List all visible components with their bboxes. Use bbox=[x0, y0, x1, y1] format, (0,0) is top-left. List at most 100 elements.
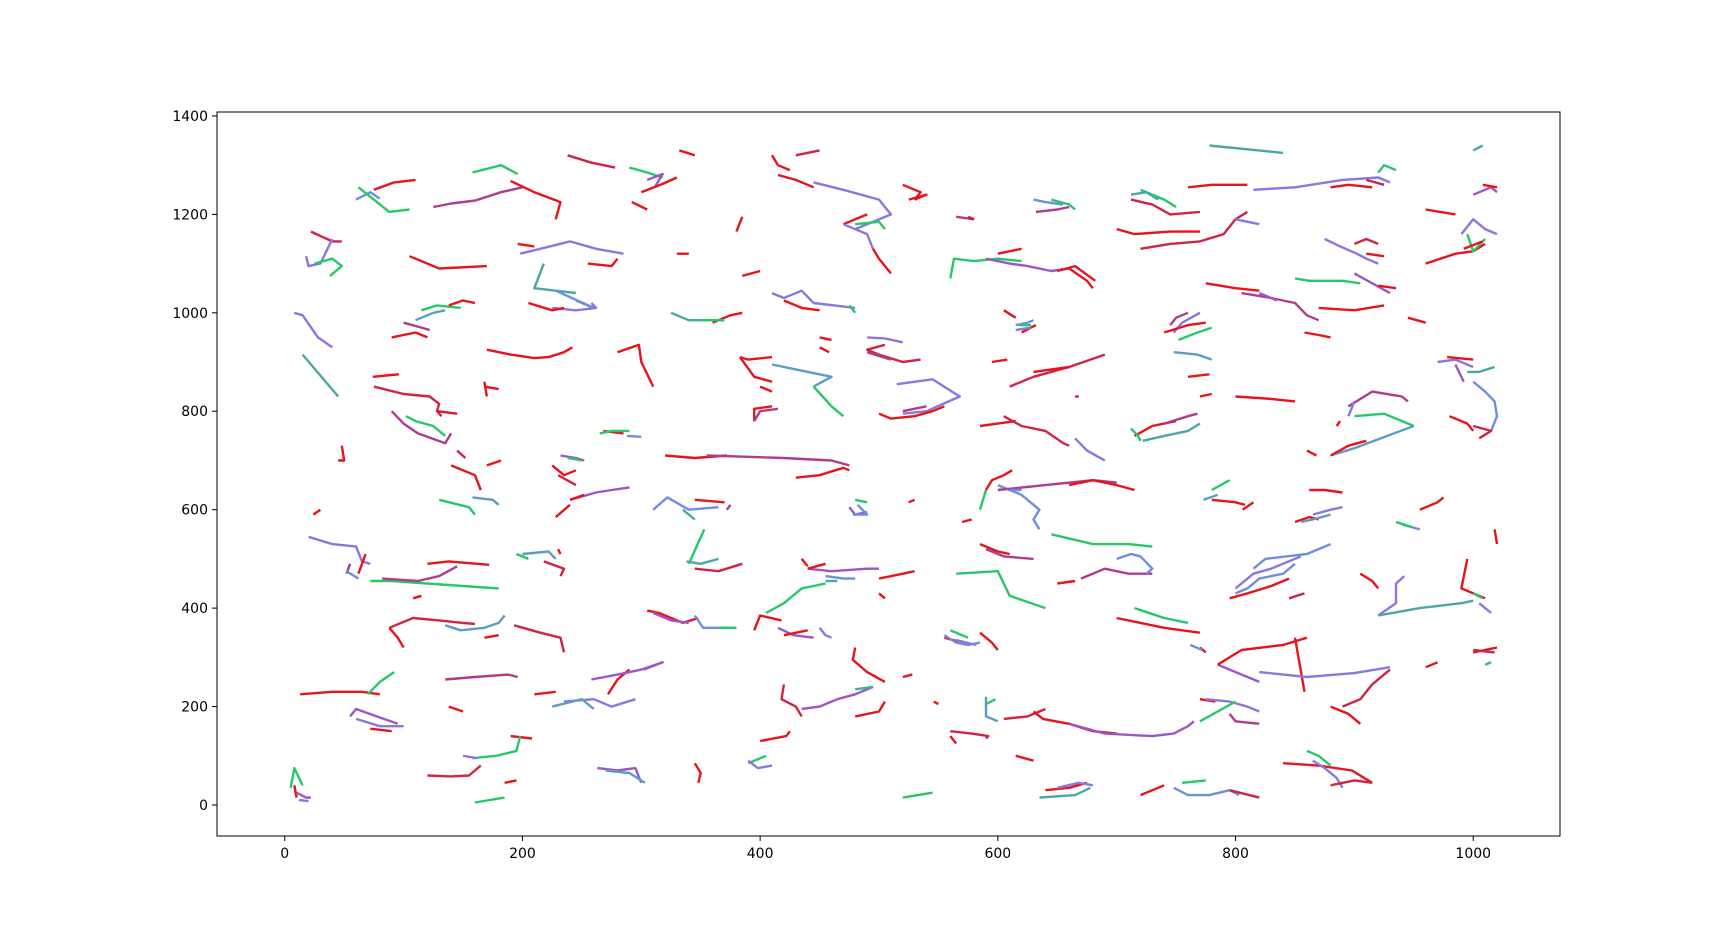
series-line bbox=[878, 405, 945, 420]
series-line bbox=[445, 673, 518, 681]
series-line bbox=[1324, 237, 1379, 265]
series-line bbox=[1472, 144, 1484, 152]
series-line bbox=[599, 429, 630, 435]
series-line bbox=[741, 269, 761, 278]
series-line bbox=[510, 734, 533, 740]
x-tick-label: 600 bbox=[984, 846, 1011, 862]
series-line bbox=[1209, 144, 1284, 155]
series-line bbox=[438, 498, 476, 516]
series-line bbox=[1241, 291, 1320, 322]
series-line bbox=[472, 496, 500, 506]
series-line bbox=[902, 183, 922, 201]
series-line bbox=[484, 634, 499, 639]
series-line bbox=[587, 257, 619, 268]
series-line bbox=[474, 796, 505, 804]
series-line bbox=[1211, 498, 1246, 506]
series-line bbox=[902, 673, 913, 679]
y-tick-label: 1000 bbox=[172, 306, 208, 322]
series-line bbox=[842, 213, 868, 226]
series-line bbox=[812, 385, 845, 418]
series-line bbox=[795, 149, 820, 157]
series-line bbox=[301, 353, 340, 398]
series-line bbox=[902, 405, 927, 413]
series-line bbox=[388, 616, 476, 629]
series-line bbox=[1258, 291, 1278, 302]
series-line bbox=[1354, 412, 1415, 428]
series-line bbox=[522, 550, 557, 560]
series-line bbox=[985, 547, 1034, 561]
series-line bbox=[1199, 392, 1213, 398]
series-line bbox=[866, 351, 892, 361]
series-line bbox=[979, 631, 999, 651]
series-line bbox=[678, 149, 696, 157]
series-line bbox=[747, 759, 773, 770]
series-line bbox=[312, 508, 322, 516]
series-line bbox=[1482, 183, 1498, 189]
series-line bbox=[848, 304, 857, 314]
y-tick-label: 0 bbox=[199, 798, 208, 814]
series-line bbox=[1425, 208, 1456, 216]
series-line bbox=[686, 557, 719, 565]
series-line bbox=[448, 299, 476, 307]
series-line bbox=[357, 186, 410, 214]
series-line bbox=[1051, 533, 1153, 548]
series-line bbox=[1217, 663, 1260, 684]
series-line bbox=[557, 474, 577, 487]
series-line bbox=[753, 407, 779, 422]
series-line bbox=[1252, 542, 1332, 570]
series-line bbox=[1366, 252, 1385, 258]
series-line bbox=[807, 567, 879, 573]
series-line bbox=[519, 240, 624, 255]
series-line bbox=[293, 311, 333, 349]
series-line bbox=[771, 289, 856, 310]
series-line bbox=[1178, 326, 1213, 342]
series-line bbox=[949, 257, 1022, 279]
series-line bbox=[819, 346, 830, 354]
series-line bbox=[427, 764, 482, 778]
series-line bbox=[1189, 643, 1203, 652]
series-line bbox=[777, 173, 815, 189]
series-line bbox=[472, 163, 519, 176]
series-line bbox=[1203, 493, 1219, 501]
series-line bbox=[1293, 637, 1306, 693]
series-line bbox=[1318, 304, 1385, 312]
series-line bbox=[871, 248, 892, 275]
series-line bbox=[1342, 668, 1391, 708]
series-line bbox=[1365, 178, 1385, 186]
series-line bbox=[800, 558, 809, 568]
series-line bbox=[483, 381, 488, 397]
series-line bbox=[373, 178, 416, 191]
y-tick-label: 200 bbox=[181, 700, 208, 716]
series-line bbox=[780, 684, 803, 718]
series-line bbox=[510, 179, 562, 220]
series-line bbox=[370, 579, 499, 590]
series-line bbox=[605, 769, 646, 784]
series-line bbox=[1068, 479, 1135, 492]
series-line bbox=[1449, 415, 1475, 432]
series-line bbox=[1181, 779, 1206, 784]
series-line bbox=[851, 647, 886, 683]
series-line bbox=[1050, 198, 1076, 211]
series-line bbox=[825, 574, 856, 580]
series-line bbox=[617, 343, 655, 388]
series-line bbox=[1330, 705, 1362, 725]
series-line bbox=[1259, 666, 1391, 679]
series-line bbox=[961, 518, 973, 524]
series-line bbox=[1130, 427, 1142, 442]
series-line bbox=[412, 594, 422, 600]
series-line bbox=[421, 304, 461, 312]
series-line bbox=[818, 627, 832, 639]
series-line bbox=[405, 415, 446, 437]
series-line bbox=[770, 154, 791, 172]
series-line bbox=[801, 685, 874, 711]
series-line bbox=[783, 299, 820, 312]
series-line bbox=[1130, 198, 1201, 216]
series-line bbox=[304, 238, 334, 268]
series-line bbox=[739, 355, 773, 361]
series-line bbox=[1235, 562, 1296, 595]
series-line bbox=[372, 373, 399, 378]
series-line bbox=[1283, 762, 1373, 784]
series-line bbox=[367, 671, 395, 696]
x-tick-label: 200 bbox=[509, 846, 536, 862]
